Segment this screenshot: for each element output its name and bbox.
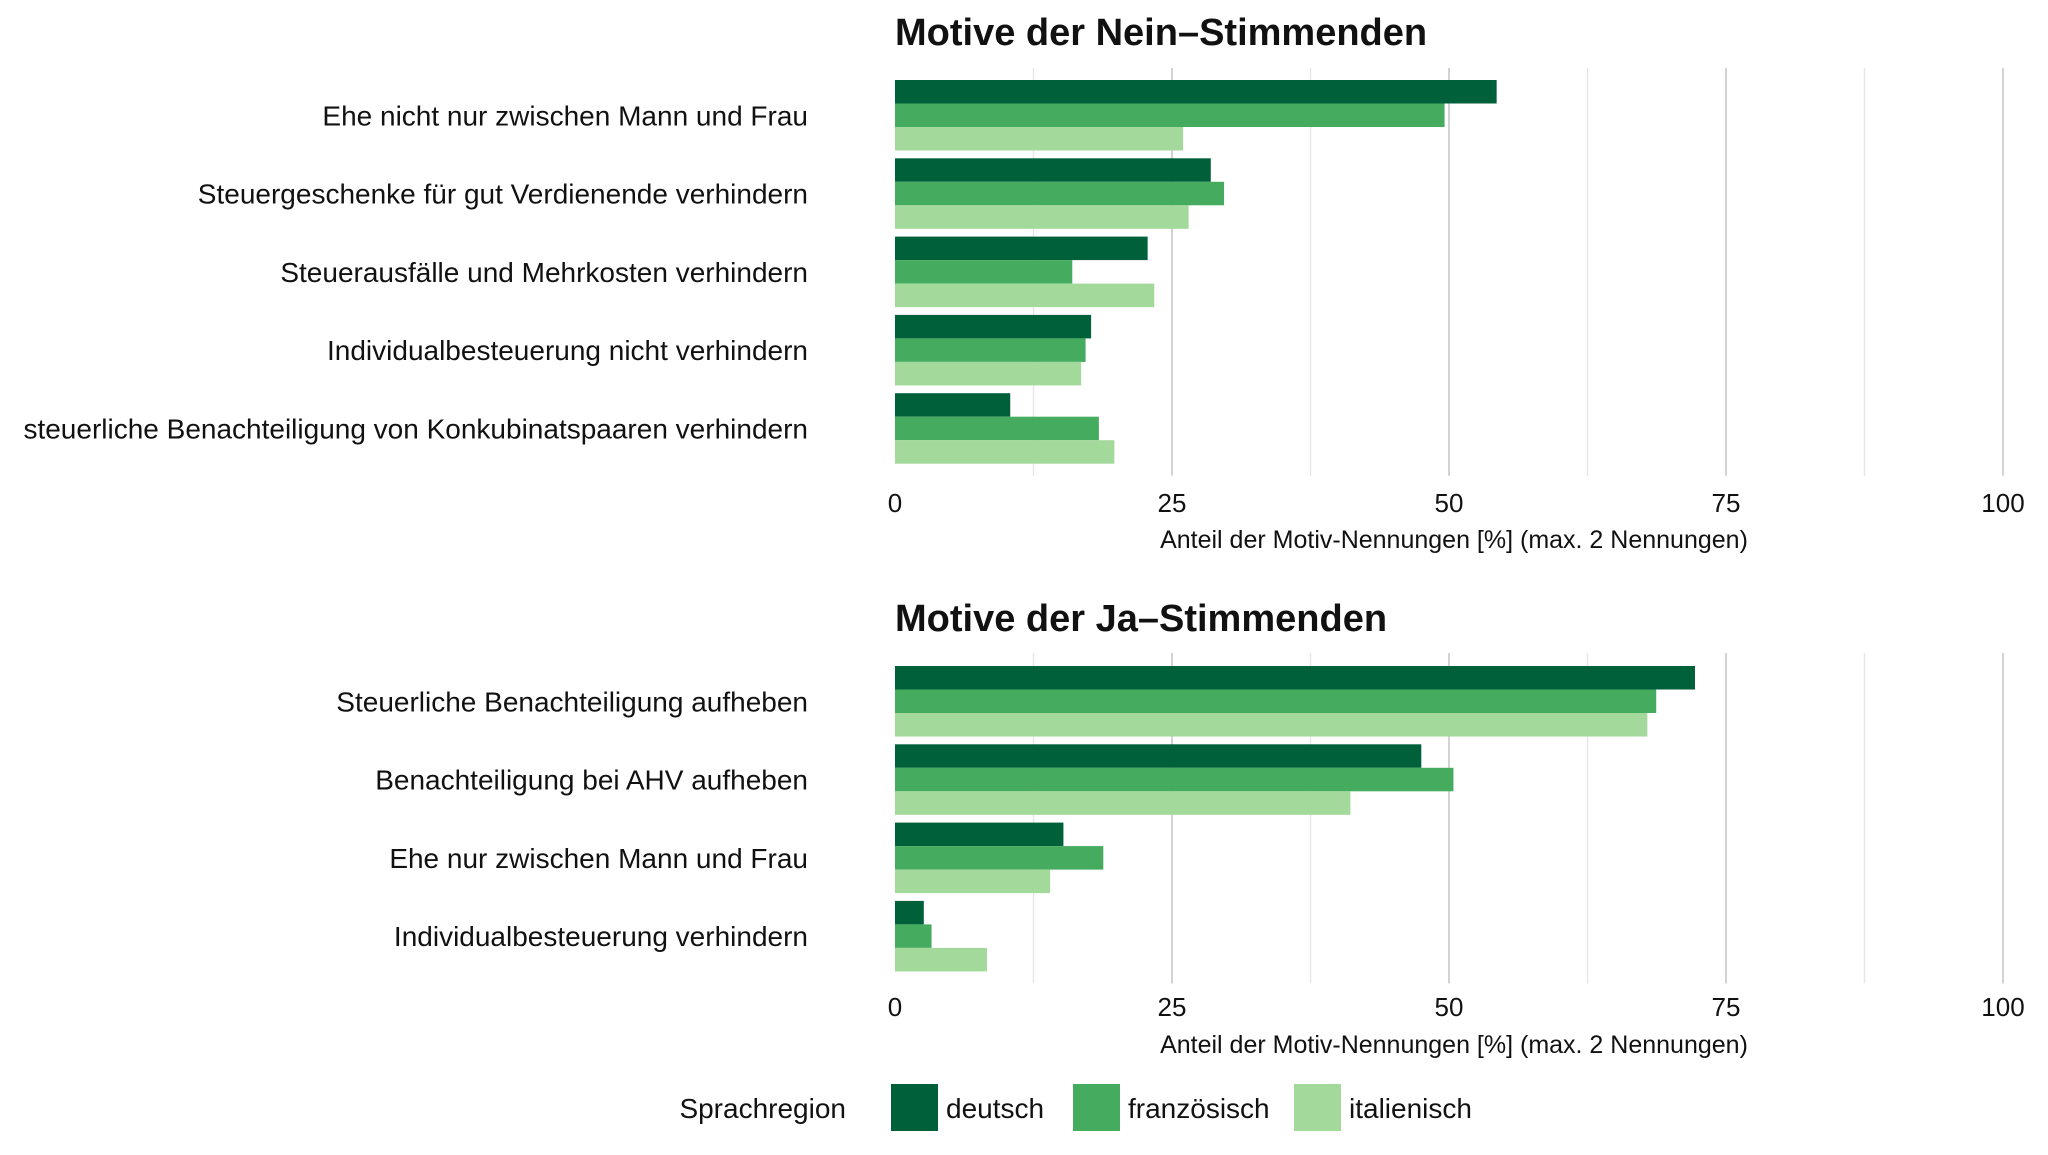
x-tick-label: 25 [1158, 488, 1187, 518]
x-tick-label: 50 [1435, 488, 1464, 518]
bar-deutsch [895, 666, 1695, 690]
x-tick-label: 100 [1981, 488, 2024, 518]
bar-deutsch [895, 314, 1092, 339]
bar-französisch [895, 767, 1454, 792]
bar-italienisch [895, 791, 1351, 815]
chart-title: Motive der Ja–Stimmenden [895, 598, 1387, 640]
legend-title: Sprachregion [679, 1093, 846, 1124]
bar-französisch [895, 924, 932, 948]
legend-swatch-italienisch [1294, 1084, 1341, 1131]
x-tick-label: 0 [888, 488, 902, 518]
x-tick-label: 75 [1712, 488, 1741, 518]
bar-italienisch [895, 869, 1051, 894]
bar-italienisch [895, 205, 1189, 229]
bar-französisch [895, 689, 1657, 713]
bar-französisch [895, 181, 1225, 206]
category-label: Ehe nicht nur zwischen Mann und Frau [322, 100, 808, 131]
legend-item-label: deutsch [946, 1093, 1044, 1124]
category-label: Steuerliche Benachteiligung aufheben [336, 686, 808, 717]
bar-französisch [895, 338, 1086, 362]
category-label: steuerliche Benachteiligung von Konkubin… [23, 413, 808, 444]
bar-italienisch [895, 283, 1155, 308]
legend-swatch-deutsch [891, 1084, 938, 1131]
bar-deutsch [895, 744, 1422, 768]
x-tick-label: 75 [1712, 992, 1741, 1022]
bar-deutsch [895, 158, 1211, 182]
x-axis-label: Anteil der Motiv-Nennungen [%] (max. 2 N… [1160, 1031, 1748, 1059]
bar-italienisch [895, 440, 1115, 464]
bar-französisch [895, 846, 1104, 870]
bar-französisch [895, 416, 1099, 441]
category-label: Steuerausfälle und Mehrkosten verhindern [280, 257, 808, 288]
legend-swatch-französisch [1073, 1084, 1120, 1131]
bar-deutsch [895, 822, 1064, 847]
bar-deutsch [895, 900, 924, 925]
category-label: Individualbesteuerung nicht verhindern [327, 335, 808, 366]
legend-item-label: italienisch [1349, 1093, 1472, 1124]
x-tick-label: 100 [1981, 992, 2024, 1022]
category-label: Steuergeschenke für gut Verdienende verh… [198, 179, 808, 210]
category-label: Benachteiligung bei AHV aufheben [375, 765, 808, 796]
x-tick-label: 25 [1158, 992, 1187, 1022]
x-axis-label: Anteil der Motiv-Nennungen [%] (max. 2 N… [1160, 526, 1748, 554]
bar-französisch [895, 103, 1445, 127]
category-label: Individualbesteuerung verhindern [394, 921, 808, 952]
bar-italienisch [895, 127, 1184, 151]
bar-deutsch [895, 393, 1011, 417]
legend-item-label: französisch [1128, 1093, 1270, 1124]
category-label: Ehe nur zwischen Mann und Frau [389, 843, 808, 874]
bar-deutsch [895, 80, 1497, 104]
chart-title: Motive der Nein–Stimmenden [895, 12, 1427, 54]
bar-italienisch [895, 947, 987, 972]
x-tick-label: 0 [888, 992, 902, 1022]
bar-französisch [895, 260, 1073, 284]
bar-deutsch [895, 236, 1148, 261]
bar-italienisch [895, 361, 1082, 386]
x-tick-label: 50 [1435, 992, 1464, 1022]
bar-italienisch [895, 713, 1648, 737]
